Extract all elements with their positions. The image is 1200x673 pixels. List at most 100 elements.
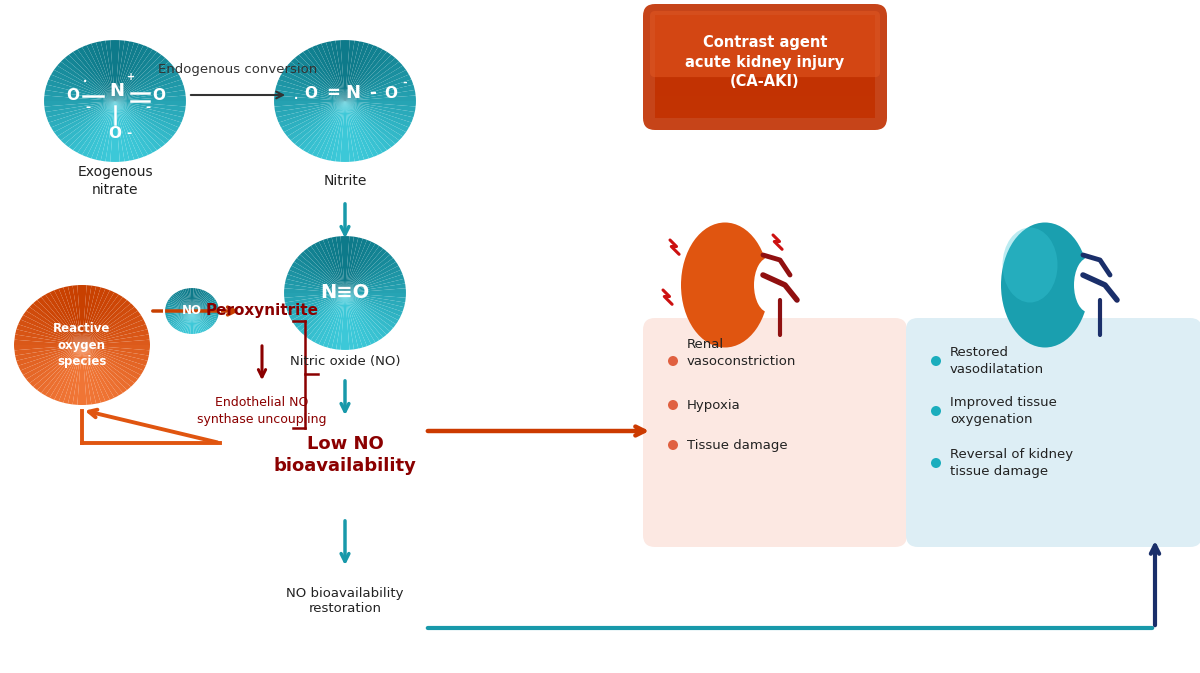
Ellipse shape — [43, 39, 187, 163]
Circle shape — [931, 406, 941, 416]
Ellipse shape — [682, 223, 769, 347]
FancyBboxPatch shape — [655, 42, 875, 45]
Ellipse shape — [1001, 223, 1090, 347]
FancyBboxPatch shape — [655, 17, 875, 20]
Ellipse shape — [1074, 258, 1104, 312]
Text: O: O — [384, 85, 397, 100]
FancyBboxPatch shape — [655, 75, 875, 77]
Text: Contrast agent
acute kidney injury
(CA-AKI): Contrast agent acute kidney injury (CA-A… — [685, 35, 845, 89]
Text: Renal
vasoconstriction: Renal vasoconstriction — [686, 339, 797, 367]
Text: +: + — [127, 72, 136, 82]
FancyBboxPatch shape — [655, 100, 875, 103]
FancyBboxPatch shape — [655, 49, 875, 52]
FancyBboxPatch shape — [655, 39, 875, 42]
Text: -: - — [126, 127, 132, 139]
FancyBboxPatch shape — [655, 102, 875, 104]
FancyBboxPatch shape — [655, 68, 875, 71]
FancyBboxPatch shape — [655, 66, 875, 69]
FancyBboxPatch shape — [655, 95, 875, 98]
FancyBboxPatch shape — [643, 4, 887, 130]
FancyBboxPatch shape — [906, 318, 1200, 547]
FancyBboxPatch shape — [655, 34, 875, 36]
Text: -: - — [85, 102, 90, 114]
Text: Exogenous
nitrate: Exogenous nitrate — [77, 165, 152, 197]
Ellipse shape — [1002, 227, 1057, 302]
FancyBboxPatch shape — [655, 46, 875, 48]
FancyBboxPatch shape — [655, 79, 875, 82]
Circle shape — [931, 356, 941, 366]
Text: O: O — [152, 89, 166, 104]
FancyBboxPatch shape — [655, 24, 875, 26]
FancyBboxPatch shape — [655, 18, 875, 21]
Text: Endothelial NO
synthase uncoupling: Endothelial NO synthase uncoupling — [197, 396, 326, 426]
FancyBboxPatch shape — [655, 81, 875, 84]
Circle shape — [668, 400, 678, 410]
Text: Nitric oxide (NO): Nitric oxide (NO) — [289, 355, 401, 367]
FancyBboxPatch shape — [655, 37, 875, 40]
Text: =: = — [326, 84, 340, 102]
FancyBboxPatch shape — [655, 40, 875, 43]
FancyBboxPatch shape — [655, 59, 875, 62]
Text: Reversal of kidney
tissue damage: Reversal of kidney tissue damage — [950, 448, 1073, 478]
Circle shape — [931, 458, 941, 468]
FancyBboxPatch shape — [655, 105, 875, 108]
Ellipse shape — [164, 287, 220, 335]
FancyBboxPatch shape — [655, 114, 875, 116]
Text: N: N — [109, 82, 125, 100]
FancyBboxPatch shape — [655, 65, 875, 67]
Text: Hypoxia: Hypoxia — [686, 398, 740, 411]
Text: -: - — [370, 84, 377, 102]
Circle shape — [668, 440, 678, 450]
FancyBboxPatch shape — [655, 90, 875, 92]
FancyBboxPatch shape — [655, 86, 875, 89]
Circle shape — [668, 356, 678, 366]
FancyBboxPatch shape — [655, 112, 875, 114]
Ellipse shape — [274, 39, 418, 163]
Text: O: O — [305, 85, 318, 100]
FancyBboxPatch shape — [655, 22, 875, 24]
FancyBboxPatch shape — [655, 104, 875, 106]
FancyBboxPatch shape — [655, 71, 875, 74]
FancyBboxPatch shape — [655, 63, 875, 65]
FancyBboxPatch shape — [655, 97, 875, 100]
Text: ·: · — [82, 73, 88, 92]
FancyBboxPatch shape — [655, 115, 875, 118]
FancyBboxPatch shape — [655, 57, 875, 60]
Text: NO bioavailability
restoration: NO bioavailability restoration — [287, 586, 403, 616]
FancyBboxPatch shape — [655, 110, 875, 113]
FancyBboxPatch shape — [655, 52, 875, 55]
FancyBboxPatch shape — [655, 85, 875, 87]
Text: Endogenous conversion: Endogenous conversion — [158, 63, 318, 76]
FancyBboxPatch shape — [650, 11, 880, 77]
Text: Tissue damage: Tissue damage — [686, 439, 787, 452]
FancyBboxPatch shape — [655, 32, 875, 35]
FancyBboxPatch shape — [655, 61, 875, 64]
FancyBboxPatch shape — [655, 78, 875, 81]
FancyBboxPatch shape — [655, 20, 875, 23]
Text: O: O — [108, 125, 121, 141]
Text: N: N — [346, 84, 360, 102]
Text: -: - — [403, 78, 407, 88]
FancyBboxPatch shape — [655, 108, 875, 111]
FancyBboxPatch shape — [655, 28, 875, 32]
FancyBboxPatch shape — [655, 69, 875, 72]
FancyBboxPatch shape — [655, 73, 875, 75]
FancyBboxPatch shape — [655, 25, 875, 28]
FancyBboxPatch shape — [655, 36, 875, 38]
Text: NO: NO — [182, 304, 202, 318]
FancyBboxPatch shape — [655, 88, 875, 91]
Text: N≡O: N≡O — [320, 283, 370, 302]
FancyBboxPatch shape — [655, 54, 875, 57]
FancyBboxPatch shape — [655, 83, 875, 85]
FancyBboxPatch shape — [655, 50, 875, 53]
FancyBboxPatch shape — [655, 92, 875, 94]
Text: O: O — [66, 89, 79, 104]
Text: ·: · — [293, 90, 299, 108]
Text: Peroxynitrite: Peroxynitrite — [205, 304, 318, 318]
FancyBboxPatch shape — [655, 27, 875, 30]
FancyBboxPatch shape — [655, 44, 875, 46]
Ellipse shape — [14, 285, 150, 405]
Text: Low NO
bioavailability: Low NO bioavailability — [274, 435, 416, 475]
Ellipse shape — [754, 258, 784, 312]
FancyBboxPatch shape — [655, 56, 875, 59]
